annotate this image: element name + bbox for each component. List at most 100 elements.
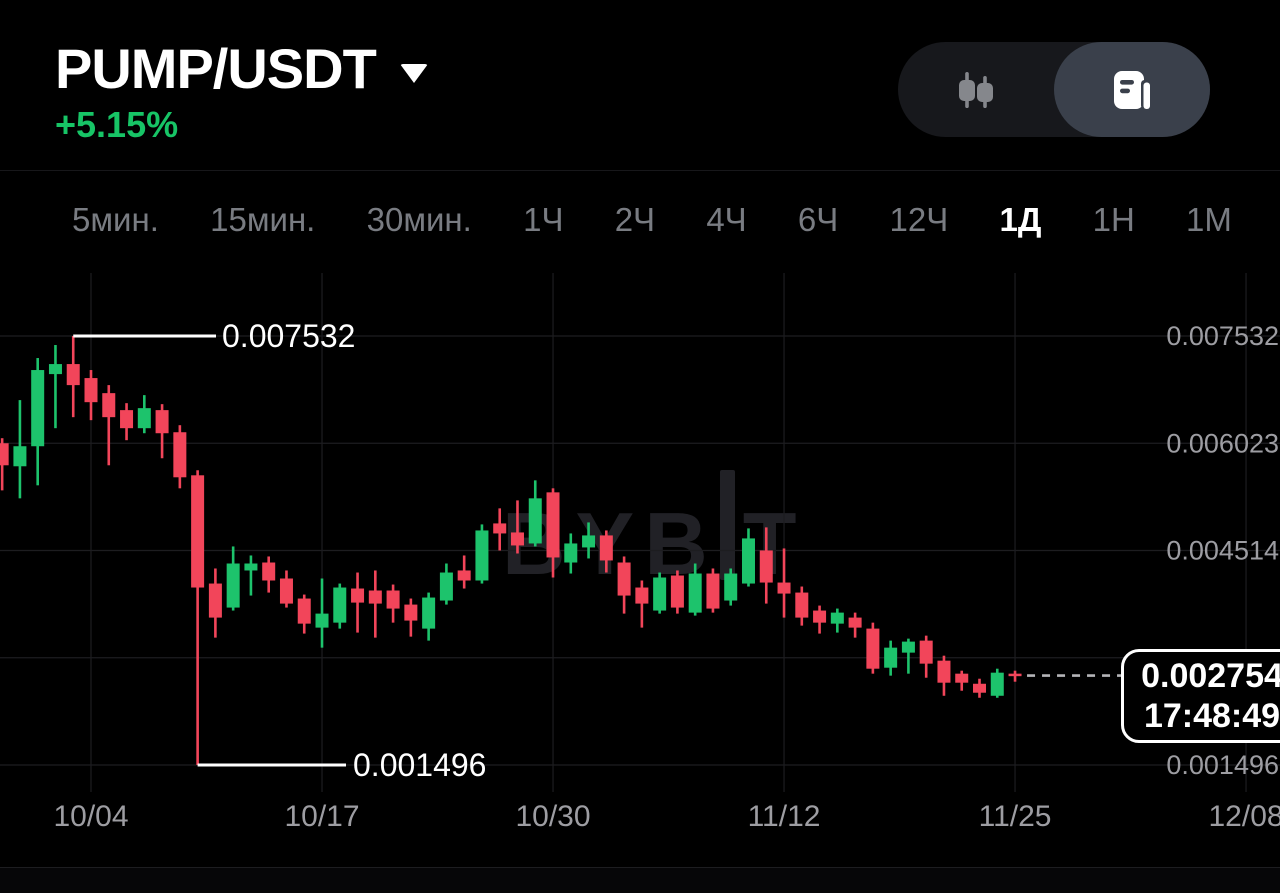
candle-up — [741, 538, 755, 584]
y-axis-label: 0.004514 — [1166, 536, 1279, 566]
candle-up — [724, 573, 738, 601]
candle-down — [208, 583, 222, 618]
candle-up — [48, 364, 62, 375]
chevron-down-icon — [399, 64, 428, 83]
x-axis-label: 11/12 — [748, 800, 821, 833]
candle-down — [262, 562, 276, 581]
candle-up — [901, 641, 915, 653]
candle-up — [226, 563, 240, 608]
footer-divider — [0, 867, 1280, 868]
candle-down — [102, 393, 116, 418]
candle-up — [884, 647, 898, 668]
candle-wick — [249, 555, 253, 596]
candle-wick — [374, 570, 377, 638]
candle-down — [937, 660, 951, 683]
candle-down — [599, 535, 613, 561]
candle-down — [191, 475, 205, 588]
symbol-selector[interactable]: PUMP/USDT — [55, 36, 428, 101]
candle-down — [297, 598, 311, 624]
change-percent: +5.15% — [55, 104, 179, 145]
grid — [0, 273, 1280, 792]
tab-timeframe-1[interactable]: 15мин. — [210, 201, 316, 238]
candle-down — [973, 683, 986, 693]
candlestick-icon — [959, 71, 993, 108]
candle-down — [351, 588, 365, 603]
candle-down — [706, 573, 720, 609]
candle-up — [13, 446, 27, 467]
x-axis-label: 10/30 — [515, 800, 590, 833]
candle-down — [955, 673, 969, 683]
candle-down — [0, 443, 9, 466]
tab-timeframe-4[interactable]: 2Ч — [614, 201, 656, 238]
candle-down — [795, 592, 809, 618]
last-price-badge: 0.002754 17:48:49 — [1121, 649, 1280, 743]
symbol-title: PUMP/USDT — [55, 37, 377, 100]
orderbook-icon — [1114, 70, 1150, 109]
candle-down — [1008, 673, 1022, 677]
candle-up — [137, 408, 151, 429]
candle-down — [919, 640, 933, 664]
candle-wick — [196, 470, 199, 765]
candle-wick — [320, 578, 324, 648]
candle-down — [848, 617, 862, 628]
candle-down — [404, 604, 418, 621]
tab-timeframe-0[interactable]: 5мин. — [72, 201, 159, 238]
candle-up — [528, 498, 542, 544]
y-axis-label: 0.006023 — [1166, 428, 1279, 458]
high-marker-label: 0.007532 — [222, 318, 355, 354]
chart-view-toggle — [898, 42, 1210, 137]
x-axis-label: 12/08 — [1209, 800, 1280, 833]
x-axis-label: 11/25 — [979, 800, 1052, 833]
candle-down — [66, 364, 80, 386]
tab-timeframe-6[interactable]: 6Ч — [797, 201, 839, 238]
tab-timeframe-8[interactable]: 1Д — [999, 201, 1042, 238]
tab-timeframe-7[interactable]: 12Ч — [889, 201, 949, 238]
header-divider — [0, 170, 1280, 171]
candle-up — [582, 535, 596, 548]
candle-down — [279, 578, 293, 604]
timeframe-tabs: 5мин. 15мин. 30мин. 1Ч 2Ч 4Ч 6Ч 12Ч 1Д 1Н 1М — [0, 171, 1280, 269]
toggle-candlestick-view[interactable] — [898, 42, 1054, 137]
x-axis-label: 10/04 — [53, 800, 128, 833]
candle-up — [439, 572, 453, 601]
candle-wick — [1013, 670, 1017, 682]
candle-down — [386, 590, 400, 609]
candle-down — [368, 590, 382, 604]
candle-up — [31, 370, 45, 447]
tab-timeframe-9[interactable]: 1Н — [1092, 201, 1135, 238]
candle-up — [830, 612, 844, 624]
candle-up — [990, 672, 1004, 696]
candle-down — [635, 587, 649, 604]
candle-down — [173, 432, 187, 478]
candle-down — [493, 523, 507, 534]
tab-timeframe-2[interactable]: 30мин. — [366, 201, 472, 238]
candle-wick — [107, 385, 111, 466]
tab-timeframe-5[interactable]: 4Ч — [706, 201, 747, 238]
candle-up — [315, 613, 329, 628]
candle-wick — [907, 638, 910, 674]
candle-up — [653, 577, 667, 611]
last-price-time: 17:48:49 — [1143, 697, 1280, 735]
candle-wick — [54, 345, 57, 429]
toggle-orderbook-view[interactable] — [1054, 42, 1210, 137]
candle-wick — [640, 580, 644, 628]
candle-down — [155, 410, 169, 434]
low-marker-label: 0.001496 — [353, 747, 486, 783]
candle-up — [475, 530, 489, 581]
candle-down — [546, 492, 560, 558]
last-price-value: 0.002754 — [1141, 657, 1280, 695]
candle-down — [813, 610, 827, 623]
candle-up — [688, 573, 702, 613]
candle-down — [617, 562, 631, 596]
footer-strip — [0, 868, 1280, 893]
candle-up — [422, 597, 436, 629]
tab-timeframe-3[interactable]: 1Ч — [523, 201, 564, 238]
candle-down — [510, 532, 524, 546]
header: PUMP/USDT +5.15% — [0, 0, 1280, 171]
candle-down — [866, 628, 880, 669]
candle-up — [564, 543, 578, 563]
tab-timeframe-10[interactable]: 1М — [1186, 201, 1232, 238]
candles — [0, 336, 1022, 765]
